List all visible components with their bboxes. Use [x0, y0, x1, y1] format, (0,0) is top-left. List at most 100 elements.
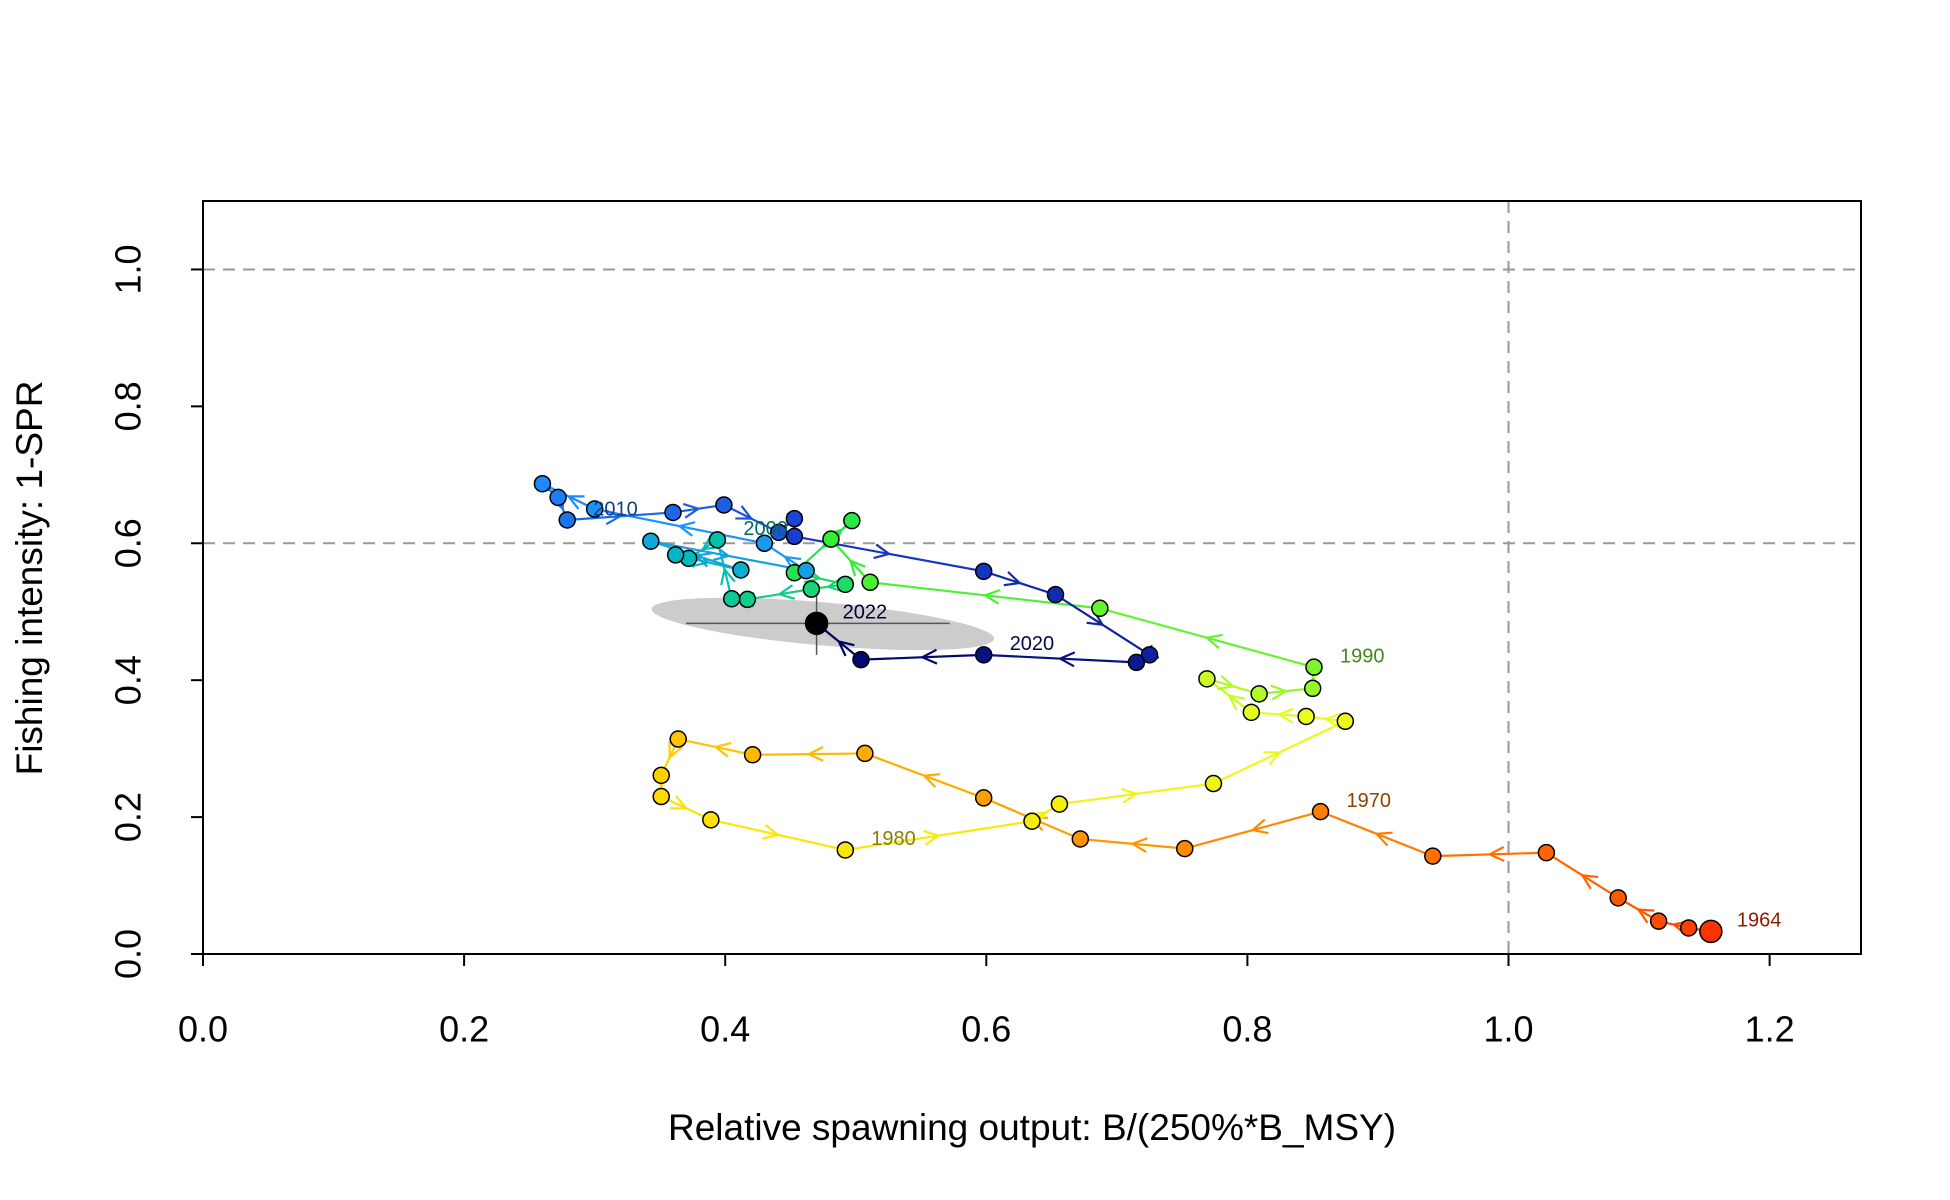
point — [1242, 703, 1261, 722]
arrowhead — [735, 505, 754, 520]
point — [715, 496, 733, 514]
point — [785, 527, 804, 546]
point — [743, 746, 762, 764]
trajectory-segment — [1206, 674, 1260, 695]
trajectory-segment — [723, 503, 780, 534]
point — [1305, 658, 1323, 676]
point — [1336, 712, 1355, 731]
trajectory-segment — [567, 509, 674, 526]
point — [1699, 919, 1723, 944]
arrowhead — [712, 545, 731, 562]
point — [1303, 679, 1322, 698]
point — [836, 575, 855, 594]
arrowhead — [1250, 818, 1269, 835]
point — [836, 841, 855, 859]
point — [666, 546, 685, 564]
point — [852, 650, 870, 669]
trajectory-segment — [752, 745, 865, 762]
arrowhead — [1270, 684, 1289, 701]
trajectory-segment — [1212, 720, 1346, 785]
year-label: 1980 — [871, 828, 916, 850]
point — [804, 611, 829, 636]
point — [1250, 685, 1268, 703]
year-label: 1990 — [1340, 645, 1385, 667]
x-tick-label: 1.2 — [1745, 1009, 1795, 1050]
point — [708, 531, 727, 549]
trajectory-segment — [677, 737, 753, 758]
arrowhead — [1217, 674, 1236, 691]
point — [797, 561, 815, 580]
x-tick-label: 0.8 — [1222, 1009, 1272, 1050]
point — [533, 474, 552, 493]
x-tick-label: 0.6 — [961, 1009, 1011, 1050]
arrowhead — [670, 795, 689, 810]
point — [1679, 919, 1698, 937]
trajectory-segment — [983, 651, 1137, 668]
arrowhead — [1374, 831, 1393, 847]
point — [1609, 889, 1627, 907]
point — [1091, 599, 1109, 618]
point — [558, 511, 576, 529]
trajectory-segment — [1099, 607, 1315, 669]
arrowhead — [1323, 712, 1342, 729]
trajectory-segment — [1259, 684, 1313, 701]
trajectory-segment — [747, 584, 812, 601]
arrowhead — [1487, 846, 1505, 862]
point — [1424, 847, 1442, 865]
arrowhead — [806, 745, 824, 762]
y-tick-label: 0.0 — [108, 929, 149, 979]
y-tick-label: 1.0 — [108, 244, 149, 294]
y-axis-title: Fishing intensity: 1-SPR — [9, 381, 50, 776]
trajectory-segment — [594, 507, 765, 545]
point — [1140, 646, 1159, 664]
arrowhead — [848, 558, 866, 577]
point — [652, 766, 670, 785]
year-label: 1970 — [1347, 790, 1392, 812]
trajectory-segment — [1320, 810, 1434, 858]
arrowhead — [712, 742, 732, 758]
arrowhead — [1204, 633, 1223, 650]
point — [1050, 795, 1069, 813]
point — [822, 530, 840, 548]
point — [732, 561, 750, 579]
year-label: 2000 — [743, 518, 788, 540]
point — [1023, 812, 1041, 830]
arrowhead — [1057, 651, 1076, 668]
x-tick-label: 0.4 — [700, 1009, 750, 1050]
point — [1537, 843, 1556, 862]
point — [722, 589, 741, 608]
arrowhead — [776, 584, 796, 600]
arrowhead — [677, 521, 696, 537]
y-tick-label: 0.8 — [108, 381, 149, 431]
trajectory-segment — [541, 482, 596, 511]
y-tick-label: 0.4 — [108, 655, 149, 705]
arrowhead — [921, 773, 941, 789]
point — [974, 789, 993, 807]
trajectory-segment — [660, 795, 712, 821]
plot-frame — [202, 200, 1862, 955]
x-tick-label: 0.2 — [439, 1009, 489, 1050]
arrowhead — [668, 741, 683, 760]
arrowhead — [720, 566, 736, 586]
point — [702, 811, 720, 829]
arrowhead — [923, 829, 942, 846]
point — [669, 730, 687, 748]
arrowhead — [1120, 787, 1139, 804]
arrowhead — [825, 576, 844, 593]
year-label: 1964 — [1737, 910, 1782, 932]
point — [1311, 802, 1330, 821]
trajectory-segment — [860, 648, 984, 665]
trajectory-segment — [1545, 851, 1619, 899]
trajectory-segment — [1080, 837, 1185, 853]
arrowhead — [836, 639, 855, 657]
arrowhead — [919, 648, 938, 665]
point — [785, 509, 804, 528]
trajectory-segment — [864, 752, 985, 799]
trajectory-segment — [710, 818, 846, 852]
arrowhead — [682, 502, 701, 519]
point — [585, 500, 604, 518]
arrowhead — [1636, 908, 1655, 924]
trajectory-segment — [1432, 846, 1547, 862]
point — [652, 787, 670, 806]
